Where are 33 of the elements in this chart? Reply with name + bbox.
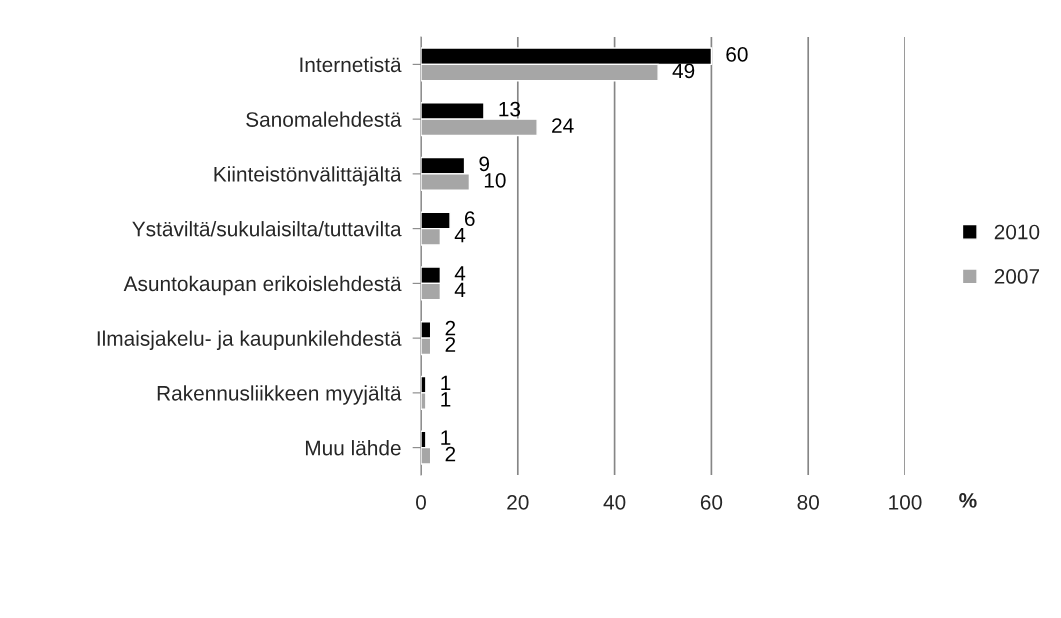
data-label: 1 — [441, 392, 451, 407]
x-tick-label: 40 — [603, 494, 626, 510]
data-label: 1 — [441, 375, 451, 391]
x-tick-label: 80 — [797, 494, 819, 510]
x-tick-label: 20 — [507, 494, 529, 510]
x-tick-label: 0 — [416, 494, 426, 510]
data-label: 13 — [499, 101, 521, 117]
data-label: 2 — [445, 320, 456, 336]
x-tick-label: 100 — [889, 494, 922, 510]
data-label: 2 — [445, 337, 456, 352]
y-tick-label: Kiinteistönvälittäjältä — [214, 166, 402, 186]
data-label: 10 — [484, 172, 506, 188]
x-tick-label: 60 — [700, 494, 723, 510]
y-tick-label: Ystäviltä/sukulaisilta/tuttavilta — [132, 221, 402, 237]
x-axis-title: % — [959, 493, 977, 508]
data-label: 1 — [441, 430, 451, 445]
data-label: 60 — [726, 47, 748, 62]
y-tick-label: Ilmaisjakelu- ja kaupunkilehdestä — [97, 330, 402, 350]
data-label: 6 — [464, 211, 475, 226]
legend-label: 2010 — [994, 224, 1040, 240]
y-tick-label: Muu lähde — [305, 440, 401, 456]
legend-label: 2007 — [994, 269, 1040, 284]
data-label: 49 — [672, 63, 695, 79]
data-label: 9 — [479, 156, 490, 172]
data-label: 4 — [454, 227, 466, 243]
y-tick-label: Internetistä — [300, 56, 402, 73]
y-tick-label: Asuntokaupan erikoislehdestä — [123, 275, 402, 296]
y-tick-label: Sanomalehdestä — [246, 111, 402, 127]
data-label: 2 — [445, 446, 456, 462]
y-tick-label: Rakennusliikkeen myyjältä — [157, 385, 402, 405]
data-label: 4 — [454, 266, 466, 281]
data-label: 4 — [454, 282, 466, 297]
data-label: 24 — [552, 118, 574, 133]
